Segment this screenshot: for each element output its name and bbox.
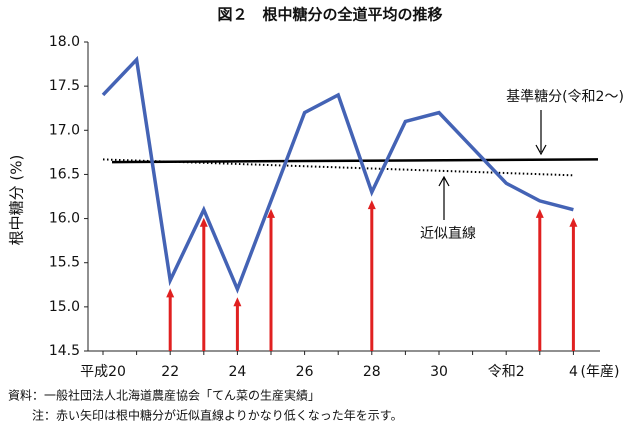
highlight-arrow [569,217,578,351]
highlight-arrow [367,200,376,351]
y-tick-label: 16.5 [49,166,80,182]
x-tick-label: 22 [161,364,179,380]
chart-title: 図２ 根中糖分の全道平均の推移 [217,6,442,24]
annotation-arrow [535,144,547,156]
y-axis-label: 根中糖分 (%) [8,155,26,246]
x-axis-label: (年産) [581,364,620,380]
x-tick-label: 28 [363,364,381,380]
y-tick-label: 14.5 [49,343,80,359]
x-tick-label: 令和2 [488,364,525,380]
x-tick-label: 26 [296,364,314,380]
y-tick-label: 17.0 [49,122,80,138]
y-tick-label: 15.5 [49,255,80,271]
note: 注：赤い矢印は根中糖分が近似直線よりかなり低くなった年を示す。 [32,408,403,423]
highlight-arrow [199,217,208,351]
note: 資料：一般社団法人北海道農産協会「てん菜の生産実績」 [8,388,320,403]
annotation-arrow [438,175,450,187]
x-tick-label: 24 [228,364,246,380]
highlight-arrow [233,297,242,351]
y-tick-label: 17.5 [49,78,80,94]
data-line [101,55,574,294]
annotation: 近似直線 [420,225,476,242]
y-tick-label: 16.0 [49,211,80,227]
highlight-arrow [535,208,544,351]
baseline [111,158,599,164]
x-tick-label: 30 [430,364,448,380]
x-tick-label: 平成20 [80,364,126,380]
highlight-arrow [166,288,175,351]
annotation: 基準糖分(令和2～) [506,88,624,105]
x-tick-label: 4 [569,364,578,380]
y-tick-label: 15.0 [49,299,80,315]
highlight-arrow [267,208,275,351]
y-tick-label: 18.0 [49,34,80,50]
